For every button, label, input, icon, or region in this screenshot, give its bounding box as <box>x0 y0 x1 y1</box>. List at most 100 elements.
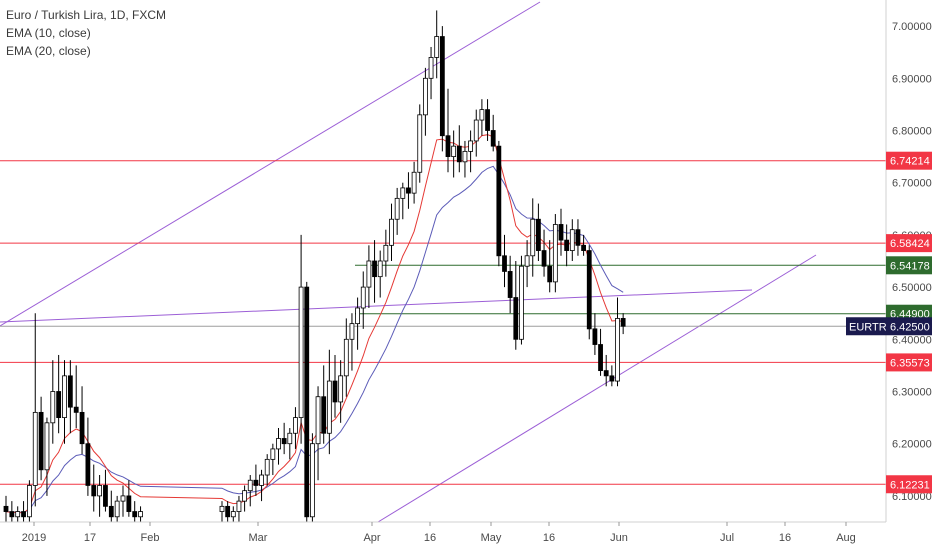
candle[interactable] <box>513 261 519 350</box>
candle[interactable] <box>519 255 524 345</box>
candle[interactable] <box>586 245 592 340</box>
candle[interactable] <box>360 271 366 329</box>
candle[interactable] <box>355 297 361 350</box>
candle[interactable] <box>445 88 451 173</box>
candle[interactable] <box>91 464 97 512</box>
candle[interactable] <box>264 454 270 486</box>
candle[interactable] <box>468 130 474 173</box>
ema10-legend[interactable]: EMA (10, close) <box>6 26 91 40</box>
candle[interactable] <box>552 214 558 293</box>
candle[interactable] <box>44 417 50 496</box>
candle[interactable] <box>62 360 67 444</box>
lower-channel-line[interactable] <box>377 254 817 523</box>
candle[interactable] <box>321 365 327 444</box>
mid-channel-line[interactable] <box>0 289 753 323</box>
candle[interactable] <box>126 480 132 517</box>
candle[interactable] <box>434 10 440 79</box>
candle[interactable] <box>428 46 434 100</box>
candle[interactable] <box>451 130 457 178</box>
candle[interactable] <box>417 104 423 183</box>
candle[interactable] <box>293 407 298 449</box>
candle[interactable] <box>366 245 372 308</box>
candle[interactable] <box>541 229 547 277</box>
ema20-legend[interactable]: EMA (20, close) <box>6 44 91 58</box>
candle[interactable] <box>219 501 225 522</box>
candle[interactable] <box>394 187 400 235</box>
candle[interactable] <box>564 224 570 267</box>
candle[interactable] <box>485 99 490 141</box>
candle[interactable] <box>247 475 253 507</box>
candle[interactable] <box>298 234 304 444</box>
candle[interactable] <box>276 428 281 465</box>
candle[interactable] <box>349 313 355 371</box>
candle[interactable] <box>73 365 79 429</box>
candle[interactable] <box>225 501 231 522</box>
upper-channel-line[interactable] <box>0 1 541 327</box>
candle[interactable] <box>103 469 108 512</box>
candle[interactable] <box>530 198 536 277</box>
candle[interactable] <box>456 125 462 173</box>
candle[interactable] <box>3 495 9 522</box>
candle[interactable] <box>439 26 445 152</box>
candle[interactable] <box>406 172 411 209</box>
candle[interactable] <box>524 240 530 288</box>
candle[interactable] <box>377 250 383 298</box>
candle[interactable] <box>15 506 21 522</box>
candle[interactable] <box>620 313 626 335</box>
candle[interactable] <box>389 203 394 261</box>
candle[interactable] <box>479 99 485 136</box>
candle[interactable] <box>120 485 126 517</box>
candle[interactable] <box>490 114 496 152</box>
candle[interactable] <box>315 386 321 481</box>
candle[interactable] <box>592 313 598 355</box>
candle[interactable] <box>230 506 236 522</box>
candle[interactable] <box>422 67 428 136</box>
candle[interactable] <box>411 161 417 204</box>
price-axis[interactable]: 7.000006.900006.800006.700006.600006.500… <box>892 21 932 503</box>
candle[interactable] <box>253 464 259 496</box>
candle[interactable] <box>281 422 287 455</box>
candle[interactable] <box>547 240 553 293</box>
time-axis[interactable]: 2019 17 Feb Mar Apr 16 May 16 Jun Jul 16 Aug <box>22 522 856 544</box>
candle[interactable] <box>97 475 102 517</box>
candle[interactable] <box>79 386 85 455</box>
candle[interactable] <box>67 360 73 434</box>
candle[interactable] <box>132 501 138 522</box>
candle[interactable] <box>502 234 507 288</box>
candle[interactable] <box>383 229 389 277</box>
ema20-line[interactable] <box>5 165 624 514</box>
candle[interactable] <box>569 219 575 261</box>
candle[interactable] <box>507 255 513 314</box>
candle[interactable] <box>56 354 62 434</box>
candle[interactable] <box>603 354 609 387</box>
candle[interactable] <box>9 501 15 522</box>
candle[interactable] <box>462 140 468 178</box>
candle[interactable] <box>114 495 120 522</box>
candle[interactable] <box>26 480 32 522</box>
symbol-title[interactable]: Euro / Turkish Lira, 1D, FXCM <box>6 8 167 22</box>
candle[interactable] <box>287 428 293 460</box>
candle[interactable] <box>270 443 276 476</box>
candle[interactable] <box>326 349 332 455</box>
candle[interactable] <box>85 417 91 496</box>
candle[interactable] <box>50 360 56 444</box>
candle[interactable] <box>581 234 586 256</box>
candle[interactable] <box>332 354 338 418</box>
candle[interactable] <box>338 360 344 423</box>
candle[interactable] <box>242 485 248 512</box>
candle[interactable] <box>21 501 26 522</box>
candle[interactable] <box>259 469 264 502</box>
candle[interactable] <box>536 203 541 261</box>
candle[interactable] <box>343 318 349 397</box>
candle[interactable] <box>400 182 406 220</box>
candle[interactable] <box>575 219 581 256</box>
candle[interactable] <box>615 297 620 387</box>
candle[interactable] <box>138 506 143 522</box>
candle[interactable] <box>473 109 479 157</box>
candle[interactable] <box>108 490 114 522</box>
candle[interactable] <box>496 140 502 267</box>
candle[interactable] <box>38 396 44 481</box>
candle[interactable] <box>309 433 315 522</box>
candle[interactable] <box>372 240 377 303</box>
